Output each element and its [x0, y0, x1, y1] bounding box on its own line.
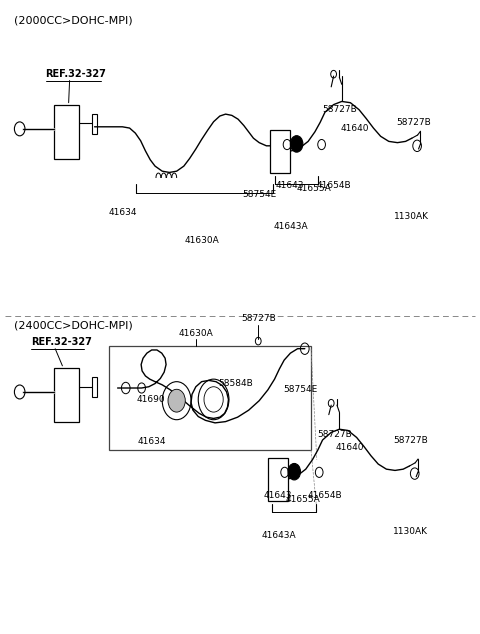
Text: 58727B: 58727B: [317, 430, 351, 439]
Text: 41654B: 41654B: [317, 181, 351, 190]
Bar: [92, 113, 97, 134]
Bar: [268, 458, 288, 501]
Text: 41655A: 41655A: [286, 495, 320, 503]
Bar: [54, 368, 79, 422]
Circle shape: [168, 389, 185, 412]
Text: 58584B: 58584B: [218, 379, 253, 388]
Text: REF.32-327: REF.32-327: [46, 69, 107, 79]
Text: 1130AK: 1130AK: [393, 527, 428, 536]
Text: (2000CC>DOHC-MPI): (2000CC>DOHC-MPI): [14, 16, 133, 26]
Bar: [270, 130, 290, 173]
Text: 58727B: 58727B: [394, 436, 428, 445]
Bar: [54, 105, 79, 158]
Text: 41640: 41640: [336, 443, 364, 452]
Text: 41634: 41634: [108, 208, 137, 217]
Text: 1130AK: 1130AK: [394, 212, 429, 221]
Text: 58754E: 58754E: [242, 190, 276, 199]
Text: 41654B: 41654B: [307, 491, 342, 500]
Text: REF.32-327: REF.32-327: [31, 337, 92, 347]
Text: 58727B: 58727B: [396, 118, 431, 127]
Text: 41640: 41640: [341, 124, 369, 133]
Text: 41643: 41643: [264, 491, 292, 500]
Text: 41655A: 41655A: [297, 184, 331, 193]
Text: 41690: 41690: [137, 395, 166, 404]
Circle shape: [288, 463, 300, 480]
Text: 41630A: 41630A: [184, 236, 219, 245]
Text: 41643A: 41643A: [273, 222, 308, 231]
Text: 41630A: 41630A: [179, 329, 213, 338]
Text: 58754E: 58754E: [283, 385, 317, 394]
Text: (2400CC>DOHC-MPI): (2400CC>DOHC-MPI): [14, 320, 133, 330]
Bar: [92, 377, 97, 398]
Text: 58727B: 58727B: [241, 314, 276, 323]
Text: 41643: 41643: [276, 181, 304, 190]
Text: 58727B: 58727B: [323, 105, 357, 114]
Circle shape: [290, 136, 303, 152]
Text: 41643A: 41643A: [261, 531, 296, 540]
Text: 41634: 41634: [137, 437, 166, 446]
Bar: [109, 346, 311, 450]
